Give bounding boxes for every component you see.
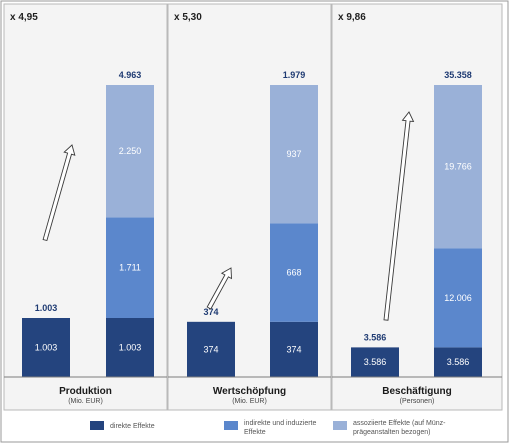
group-title: Wertschöpfung xyxy=(213,386,286,397)
group-title: Beschäftigung xyxy=(382,386,451,397)
segment-label: 19.766 xyxy=(444,162,472,172)
group-0: x 4,95 1.003 1.003 1.003 1.711 2.250 4.963 Prod… xyxy=(3,3,168,411)
legend: direkte Effekte indirekte und induzierte E… xyxy=(90,420,446,436)
total-label: 1.979 xyxy=(283,70,306,80)
segment-label: 3.586 xyxy=(364,357,387,367)
legend-swatch-assoziiert xyxy=(333,421,347,430)
bar-segment-direkt xyxy=(187,321,235,377)
bar-segment-indirekt xyxy=(270,223,318,322)
bar-segment-direkt xyxy=(106,318,154,377)
legend-label: direkte Effekte xyxy=(110,423,155,430)
total-label: 3.586 xyxy=(364,332,387,342)
legend-label: indirekte und induzierte xyxy=(244,420,316,427)
group-subtitle: (Personen) xyxy=(400,398,435,405)
segment-label: 1.711 xyxy=(119,263,141,273)
multiplier-label: x 9,86 xyxy=(338,12,366,23)
total-label: 374 xyxy=(203,307,218,317)
group-2: x 9,86 3.586 3.586 3.586 12.006 19.766 35.358 B… xyxy=(331,3,503,411)
segment-label: 12.006 xyxy=(444,293,472,303)
segment-label: 3.586 xyxy=(447,357,470,367)
group-subtitle: (Mio. EUR) xyxy=(68,398,103,405)
bar-segment-assoziiert xyxy=(270,85,318,224)
multiplier-label: x 5,30 xyxy=(174,12,202,23)
bar-segment-indirekt xyxy=(106,217,154,318)
growth-arrow-icon xyxy=(206,267,232,310)
bar-segment-direkt xyxy=(434,347,482,377)
legend-swatch-direkt xyxy=(90,421,104,430)
legend-swatch-indirekt xyxy=(224,421,238,430)
bar-segment-assoziiert xyxy=(434,85,482,249)
growth-arrow-icon xyxy=(42,144,76,242)
bar-segment-indirekt xyxy=(434,248,482,348)
total-label: 1.003 xyxy=(35,303,58,313)
legend-label: Effekte xyxy=(244,429,266,436)
segment-label: 374 xyxy=(203,344,218,354)
segment-label: 668 xyxy=(286,268,301,278)
bar-segment-direkt xyxy=(351,347,399,377)
total-label: 35.358 xyxy=(444,70,472,80)
segment-label: 937 xyxy=(286,149,301,159)
group-subtitle: (Mio. EUR) xyxy=(232,398,267,405)
multiplier-label: x 4,95 xyxy=(10,12,38,23)
group-1: x 5,30 374 374 374 668 937 1.979 Wertschöpfung(… xyxy=(167,3,332,411)
segment-label: 374 xyxy=(286,344,301,354)
bar-segment-assoziiert xyxy=(106,85,154,218)
legend-label: assoziierte Effekte (auf Münz- xyxy=(353,420,446,427)
group-title: Produktion xyxy=(59,386,112,397)
legend-label: prägeanstalten bezogen) xyxy=(353,429,430,436)
segment-label: 1.003 xyxy=(35,343,58,353)
growth-arrow-icon xyxy=(383,111,415,321)
bar-segment-direkt xyxy=(270,321,318,377)
segment-label: 1.003 xyxy=(119,343,142,353)
segment-label: 2.250 xyxy=(119,146,142,156)
bar-segment-direkt xyxy=(22,318,70,377)
total-label: 4.963 xyxy=(119,70,142,80)
